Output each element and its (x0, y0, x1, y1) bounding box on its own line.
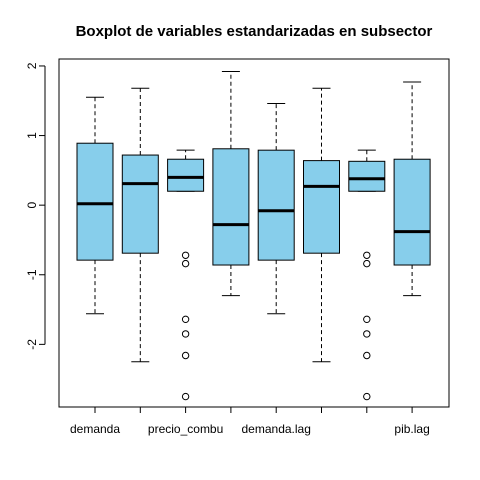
y-tick-label: 0 (25, 202, 39, 209)
outlier-point (181, 351, 190, 360)
outlier-point (363, 251, 371, 259)
plot-frame (58, 58, 450, 408)
box-group (393, 81, 431, 297)
x-tick-label: precio_combu (148, 422, 223, 436)
box-group (257, 103, 295, 315)
box (212, 148, 250, 266)
outlier-point (181, 392, 190, 401)
outlier-point (181, 251, 190, 259)
chart-axes: -2 -1 0 1 2 demanda precio_combu demanda.lag pib… (25, 62, 430, 436)
box (257, 149, 295, 261)
box-group (212, 71, 250, 297)
box-group (303, 87, 340, 363)
box (303, 160, 340, 254)
x-tick-label: demanda (70, 422, 120, 436)
box (121, 154, 159, 254)
y-tick-label: 2 (25, 62, 39, 69)
outlier-point (363, 351, 371, 360)
x-tick-label: demanda.lag (242, 422, 311, 436)
box (76, 142, 114, 261)
chart-marks (76, 71, 431, 401)
outlier-point (181, 259, 190, 268)
box (348, 160, 386, 192)
outlier-point (363, 315, 371, 324)
outlier-point (363, 259, 371, 268)
y-tick-label: 1 (25, 132, 39, 139)
outlier-point (181, 315, 190, 324)
outlier-point (363, 392, 371, 401)
y-tick-label: -1 (25, 269, 39, 280)
box-group (76, 96, 114, 315)
box-group (167, 149, 205, 401)
box-group (348, 149, 386, 401)
box-group (121, 87, 159, 363)
box (167, 158, 205, 192)
outlier-point (181, 330, 190, 338)
x-tick-label: pib.lag (394, 422, 429, 436)
chart-title: Boxplot de variables estandarizadas en s… (76, 23, 433, 40)
box (393, 158, 431, 266)
outlier-point (363, 330, 371, 338)
y-tick-label: -2 (25, 339, 39, 350)
